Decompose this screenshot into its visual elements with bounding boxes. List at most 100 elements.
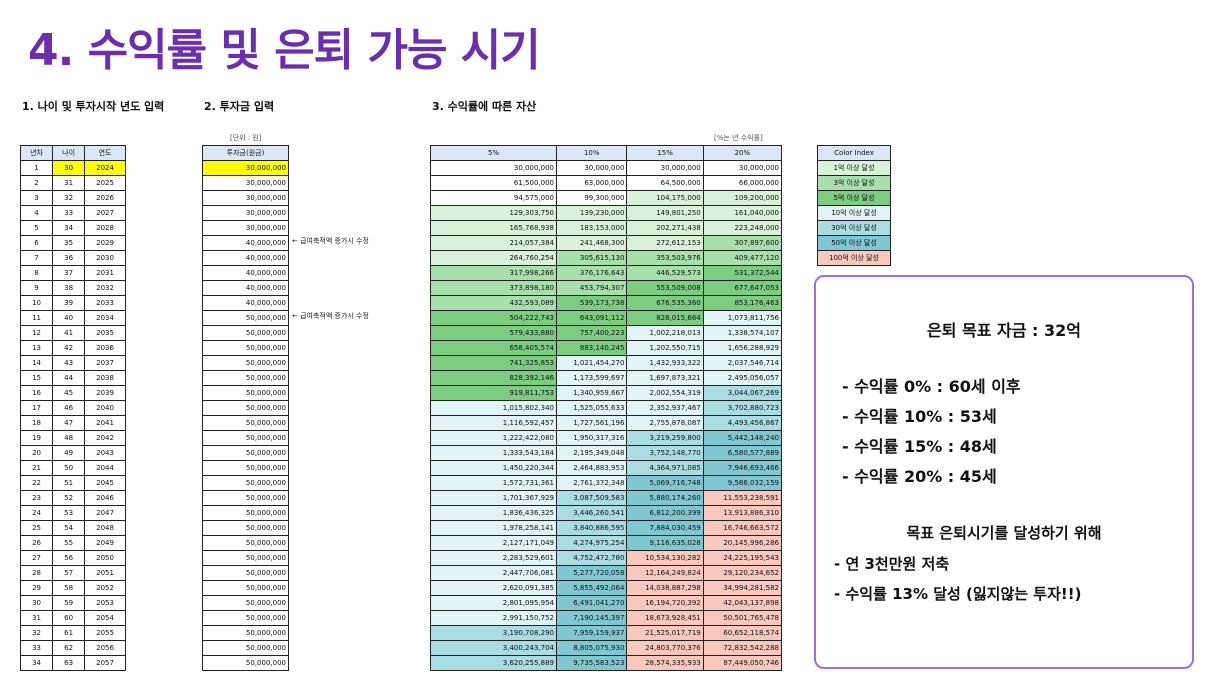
asset-10pct-cell: 1,340,959,667 xyxy=(556,385,628,401)
table-row: 28 57 2051 xyxy=(19,565,126,581)
year-index-cell: 34 xyxy=(19,655,54,671)
table-row: 40,000,000 xyxy=(202,250,289,266)
table-row: 2,620,091,385 5,855,492,064 14,038,887,298… xyxy=(429,580,783,596)
age-cell: 41 xyxy=(52,325,86,341)
asset-20pct-cell: 6,580,577,889 xyxy=(702,445,783,461)
year-cell: 2044 xyxy=(84,460,126,476)
asset-5pct-cell: 61,500,000 xyxy=(429,175,558,191)
col-header-15pct: 15% xyxy=(626,145,704,161)
table-row: 2,127,171,049 4,274,975,254 9,116,635,028 2… xyxy=(429,535,783,551)
asset-20pct-cell: 72,832,542,288 xyxy=(702,640,783,656)
asset-15pct-cell: 14,038,887,298 xyxy=(626,580,704,596)
age-cell: 57 xyxy=(52,565,86,581)
table-row: 6 35 2029 xyxy=(19,235,126,251)
asset-5pct-cell: 264,760,254 xyxy=(429,250,558,266)
year-index-cell: 27 xyxy=(19,550,54,566)
col-header-year-index: 년차 xyxy=(19,145,54,161)
year-index-cell: 5 xyxy=(19,220,54,236)
asset-5pct-cell: 828,392,146 xyxy=(429,370,558,386)
asset-10pct-cell: 757,400,223 xyxy=(556,325,628,341)
asset-15pct-cell: 2,002,554,319 xyxy=(626,385,704,401)
age-cell: 60 xyxy=(52,610,86,626)
table-row: 22 51 2045 xyxy=(19,475,126,491)
table-row: 7 36 2030 xyxy=(19,250,126,266)
age-cell: 54 xyxy=(52,520,86,536)
asset-5pct-cell: 504,222,743 xyxy=(429,310,558,326)
table-row: 50,000,000 xyxy=(202,445,289,461)
asset-10pct-cell: 1,173,599,697 xyxy=(556,370,628,386)
legend-header: Color Index xyxy=(817,145,891,161)
year-index-cell: 13 xyxy=(19,340,54,356)
age-cell: 45 xyxy=(52,385,86,401)
tip-return: - 수익률 13% 달성 (잃지않는 투자!!) xyxy=(834,585,1082,603)
principal-cell: 50,000,000 xyxy=(202,430,289,446)
year-index-cell: 8 xyxy=(19,265,54,281)
table-row: 50,000,000 xyxy=(202,415,289,431)
table-row: 919,811,753 1,340,959,667 2,002,554,319 3,0… xyxy=(429,385,783,401)
table-row: 30 59 2053 xyxy=(19,595,126,611)
asset-10pct-cell: 539,173,738 xyxy=(556,295,628,311)
section-age-input-heading: 1. 나이 및 투자시작 년도 입력 xyxy=(22,100,165,113)
year-cell: 2055 xyxy=(84,625,126,641)
asset-10pct-cell: 8,805,075,930 xyxy=(556,640,628,656)
asset-10pct-cell: 183,153,000 xyxy=(556,220,628,236)
asset-20pct-cell: 9,586,032,159 xyxy=(702,475,783,491)
year-cell: 2043 xyxy=(84,445,126,461)
asset-20pct-cell: 42,043,137,898 xyxy=(702,595,783,611)
age-cell: 33 xyxy=(52,205,86,221)
principal-cell: 40,000,000 xyxy=(202,295,289,311)
col-header-principal: 투자금(원금) xyxy=(202,145,289,161)
age-cell: 37 xyxy=(52,265,86,281)
table-row: 30,000,000 xyxy=(202,160,289,176)
asset-5pct-cell: 94,575,000 xyxy=(429,190,558,206)
table-row: 50,000,000 xyxy=(202,460,289,476)
year-cell: 2036 xyxy=(84,340,126,356)
legend-item: 50억 이상 달성 xyxy=(817,235,891,251)
principal-cell: 50,000,000 xyxy=(202,445,289,461)
asset-growth-table: 5% 10% 15% 20% 30,000,000 30,000,000 30,00… xyxy=(429,145,783,671)
year-cell: 2039 xyxy=(84,385,126,401)
retirement-goal: 은퇴 목표 자금 : 32억 xyxy=(927,321,1081,340)
asset-5pct-cell: 373,898,180 xyxy=(429,280,558,296)
table-row: 50,000,000 xyxy=(202,430,289,446)
age-cell: 52 xyxy=(52,490,86,506)
table-row: 50,000,000 xyxy=(202,505,289,521)
asset-15pct-cell: 7,884,030,459 xyxy=(626,520,704,536)
table-row: 2,991,150,752 7,190,145,397 18,673,928,451… xyxy=(429,610,783,626)
asset-10pct-cell: 3,087,509,583 xyxy=(556,490,628,506)
legend-item: 3억 이상 달성 xyxy=(817,175,891,191)
asset-10pct-cell: 1,727,561,196 xyxy=(556,415,628,431)
year-index-cell: 17 xyxy=(19,400,54,416)
table-row: 50,000,000 xyxy=(202,490,289,506)
age-cell: 47 xyxy=(52,415,86,431)
principal-cell: 50,000,000 xyxy=(202,595,289,611)
legend-row: 1억 이상 달성 xyxy=(817,160,891,176)
asset-15pct-cell: 202,271,438 xyxy=(626,220,704,236)
legend-item: 10억 이상 달성 xyxy=(817,205,891,221)
asset-10pct-cell: 305,615,130 xyxy=(556,250,628,266)
asset-20pct-cell: 1,656,288,929 xyxy=(702,340,783,356)
asset-15pct-cell: 5,880,174,260 xyxy=(626,490,704,506)
asset-20pct-cell: 24,225,195,543 xyxy=(702,550,783,566)
principal-cell: 50,000,000 xyxy=(202,640,289,656)
year-cell: 2047 xyxy=(84,505,126,521)
table-row: 94,575,000 99,300,000 104,175,000 109,200,0… xyxy=(429,190,783,206)
asset-15pct-cell: 553,509,008 xyxy=(626,280,704,296)
table-row: 1,836,436,325 3,446,260,541 6,812,200,399 1… xyxy=(429,505,783,521)
asset-15pct-cell: 3,752,148,770 xyxy=(626,445,704,461)
year-cell: 2034 xyxy=(84,310,126,326)
year-index-cell: 28 xyxy=(19,565,54,581)
table-row: 61,500,000 63,000,000 64,500,000 66,000,000 xyxy=(429,175,783,191)
asset-5pct-cell: 2,127,171,049 xyxy=(429,535,558,551)
table-row: 4 33 2027 xyxy=(19,205,126,221)
table-row: 11 40 2034 xyxy=(19,310,126,326)
asset-5pct-cell: 741,325,853 xyxy=(429,355,558,371)
table-row: 30,000,000 xyxy=(202,175,289,191)
legend-item: 30억 이상 달성 xyxy=(817,220,891,236)
table-row: 21 50 2044 xyxy=(19,460,126,476)
table-row: 50,000,000 xyxy=(202,565,289,581)
asset-20pct-cell: 5,442,148,240 xyxy=(702,430,783,446)
principal-cell: 50,000,000 xyxy=(202,460,289,476)
asset-20pct-cell: 13,913,886,310 xyxy=(702,505,783,521)
principal-cell: 50,000,000 xyxy=(202,340,289,356)
